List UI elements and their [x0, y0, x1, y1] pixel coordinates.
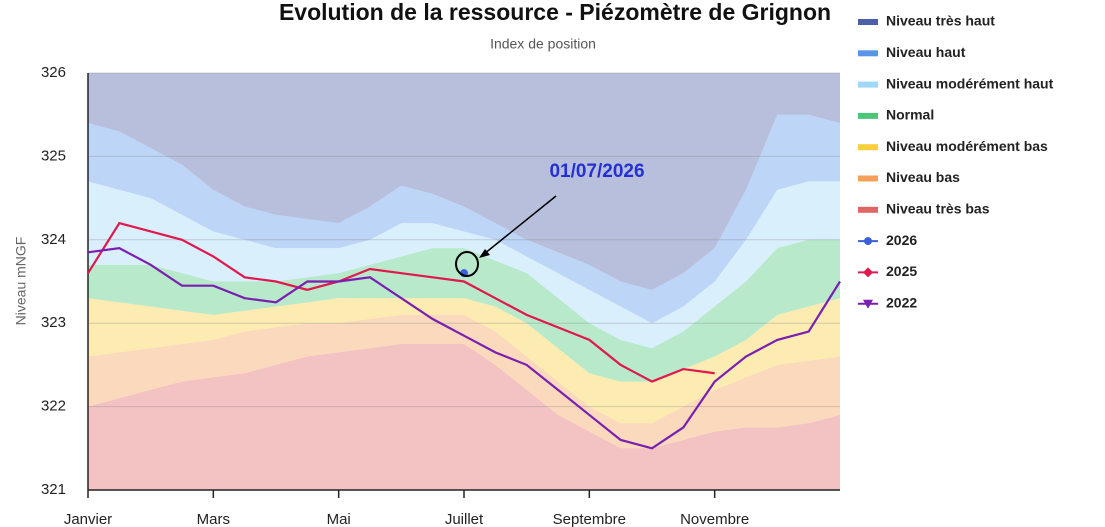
y-tick-label: 324	[41, 231, 66, 248]
band	[88, 73, 840, 290]
band	[88, 114, 840, 324]
line	[87, 247, 841, 450]
band	[88, 181, 840, 349]
legend-label: 2022	[886, 294, 917, 310]
annotation-arrow	[483, 195, 557, 255]
band	[88, 314, 840, 449]
legend-swatch	[858, 19, 878, 25]
legend-label: Niveau bas	[886, 169, 960, 185]
legend-label: Niveau modérément bas	[886, 138, 1048, 154]
chart-subtitle: Index de position	[490, 36, 596, 52]
legend-label: Niveau haut	[886, 44, 966, 60]
legend-swatch	[858, 81, 878, 88]
band	[88, 239, 840, 382]
y-tick-label: 321	[41, 481, 66, 498]
legend-label: Niveau très haut	[886, 13, 995, 29]
x-tick-label: Juillet	[445, 511, 484, 527]
legend-swatch	[858, 50, 878, 57]
line	[87, 221, 715, 383]
plot-area: 321 322 323 324 325 326 Janvier Mars Mai Juillet S…	[41, 64, 841, 527]
band	[88, 344, 840, 490]
legend-label: Niveau modérément haut	[886, 75, 1054, 91]
legend-swatch	[858, 112, 878, 119]
legend-label: Normal	[886, 107, 934, 123]
legend-marker	[863, 299, 873, 309]
y-axis-label: Niveau mNGF	[13, 237, 29, 326]
x-tick-label: Mai	[327, 511, 351, 527]
x-tick-label: Mars	[197, 511, 230, 527]
annotation-arrowhead	[479, 249, 490, 258]
x-tick-label: Novembre	[680, 511, 749, 527]
y-tick-label: 323	[41, 314, 66, 331]
legend-swatch	[858, 144, 878, 151]
y-tick-label: 326	[41, 64, 66, 81]
legend-label: 2025	[886, 263, 917, 279]
annotation: 01/07/2026	[549, 161, 644, 182]
legend-swatch	[858, 206, 878, 213]
chart-title: Evolution de la ressource - Piézomètre d…	[279, 0, 831, 25]
x-tick-label: Janvier	[64, 511, 112, 527]
annotation-circle	[455, 251, 479, 277]
legend-marker	[863, 267, 873, 278]
legend-label: 2026	[886, 232, 917, 248]
legend-swatch	[858, 175, 878, 182]
y-tick-label: 325	[41, 147, 66, 164]
legend-label: Niveau très bas	[886, 201, 990, 217]
y-tick-label: 322	[41, 398, 66, 415]
band	[88, 298, 840, 424]
legend-marker	[864, 237, 872, 246]
x-tick-label: Septembre	[553, 511, 626, 527]
